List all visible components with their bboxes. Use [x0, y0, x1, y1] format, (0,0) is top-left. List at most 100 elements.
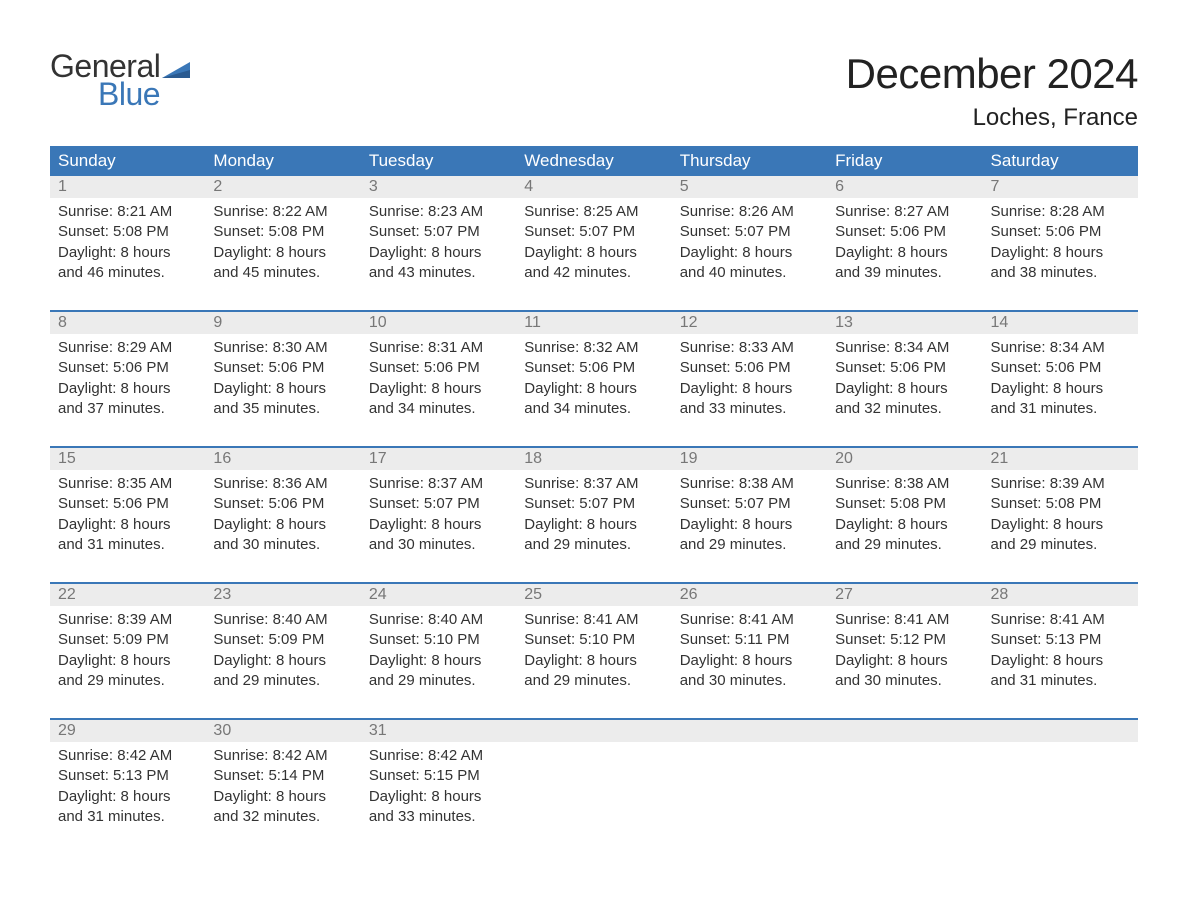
sunset-text: Sunset: 5:07 PM — [680, 222, 819, 242]
daylight-line1: Daylight: 8 hours — [680, 243, 819, 263]
sunrise-text: Sunrise: 8:37 AM — [369, 474, 508, 494]
daylight-line2: and 40 minutes. — [680, 263, 819, 283]
daylight-line1: Daylight: 8 hours — [369, 651, 508, 671]
cell-body — [827, 742, 982, 746]
sunset-text: Sunset: 5:11 PM — [680, 630, 819, 650]
daylight-line1: Daylight: 8 hours — [369, 379, 508, 399]
cell-body: Sunrise: 8:28 AMSunset: 5:06 PMDaylight:… — [983, 198, 1138, 283]
sunrise-text: Sunrise: 8:38 AM — [835, 474, 974, 494]
sunset-text: Sunset: 5:08 PM — [58, 222, 197, 242]
sunrise-text: Sunrise: 8:37 AM — [524, 474, 663, 494]
sunset-text: Sunset: 5:06 PM — [369, 358, 508, 378]
daylight-line2: and 34 minutes. — [369, 399, 508, 419]
sunrise-text: Sunrise: 8:38 AM — [680, 474, 819, 494]
daylight-line1: Daylight: 8 hours — [835, 379, 974, 399]
cell-body: Sunrise: 8:23 AMSunset: 5:07 PMDaylight:… — [361, 198, 516, 283]
day-number: 28 — [983, 584, 1138, 606]
sunset-text: Sunset: 5:10 PM — [524, 630, 663, 650]
daylight-line2: and 39 minutes. — [835, 263, 974, 283]
daynum-row: 293031 — [50, 720, 1138, 742]
daylight-line2: and 45 minutes. — [213, 263, 352, 283]
dayhead-wed: Wednesday — [516, 146, 671, 176]
daylight-line1: Daylight: 8 hours — [58, 379, 197, 399]
daylight-line1: Daylight: 8 hours — [213, 651, 352, 671]
calendar-cell: Sunrise: 8:34 AMSunset: 5:06 PMDaylight:… — [827, 334, 982, 446]
sunset-text: Sunset: 5:08 PM — [991, 494, 1130, 514]
sunrise-text: Sunrise: 8:25 AM — [524, 202, 663, 222]
daylight-line2: and 38 minutes. — [991, 263, 1130, 283]
cell-body: Sunrise: 8:22 AMSunset: 5:08 PMDaylight:… — [205, 198, 360, 283]
day-number: 2 — [205, 176, 360, 198]
cell-body: Sunrise: 8:40 AMSunset: 5:09 PMDaylight:… — [205, 606, 360, 691]
day-number: 19 — [672, 448, 827, 470]
cell-body: Sunrise: 8:34 AMSunset: 5:06 PMDaylight:… — [827, 334, 982, 419]
cell-body: Sunrise: 8:38 AMSunset: 5:07 PMDaylight:… — [672, 470, 827, 555]
calendar-cell: Sunrise: 8:42 AMSunset: 5:15 PMDaylight:… — [361, 742, 516, 842]
calendar-cell: Sunrise: 8:37 AMSunset: 5:07 PMDaylight:… — [516, 470, 671, 582]
daylight-line2: and 32 minutes. — [213, 807, 352, 827]
daylight-line2: and 31 minutes. — [58, 807, 197, 827]
sunrise-text: Sunrise: 8:34 AM — [835, 338, 974, 358]
daylight-line1: Daylight: 8 hours — [680, 515, 819, 535]
sunset-text: Sunset: 5:13 PM — [58, 766, 197, 786]
sunset-text: Sunset: 5:08 PM — [213, 222, 352, 242]
day-number — [983, 720, 1138, 742]
cell-body: Sunrise: 8:25 AMSunset: 5:07 PMDaylight:… — [516, 198, 671, 283]
calendar-cell: Sunrise: 8:42 AMSunset: 5:14 PMDaylight:… — [205, 742, 360, 842]
day-number: 12 — [672, 312, 827, 334]
calendar-cell: Sunrise: 8:34 AMSunset: 5:06 PMDaylight:… — [983, 334, 1138, 446]
daylight-line1: Daylight: 8 hours — [58, 651, 197, 671]
sunrise-text: Sunrise: 8:28 AM — [991, 202, 1130, 222]
daynum-row: 22232425262728 — [50, 584, 1138, 606]
daylight-line2: and 29 minutes. — [835, 535, 974, 555]
daylight-line2: and 35 minutes. — [213, 399, 352, 419]
day-number: 16 — [205, 448, 360, 470]
daylight-line2: and 30 minutes. — [680, 671, 819, 691]
daylight-line2: and 31 minutes. — [58, 535, 197, 555]
day-number: 24 — [361, 584, 516, 606]
daylight-line1: Daylight: 8 hours — [835, 515, 974, 535]
day-number: 10 — [361, 312, 516, 334]
week-body-row: Sunrise: 8:21 AMSunset: 5:08 PMDaylight:… — [50, 198, 1138, 310]
daylight-line1: Daylight: 8 hours — [213, 379, 352, 399]
calendar-cell: Sunrise: 8:28 AMSunset: 5:06 PMDaylight:… — [983, 198, 1138, 310]
cell-body: Sunrise: 8:29 AMSunset: 5:06 PMDaylight:… — [50, 334, 205, 419]
sunrise-text: Sunrise: 8:41 AM — [524, 610, 663, 630]
sunrise-text: Sunrise: 8:42 AM — [213, 746, 352, 766]
week-body-row: Sunrise: 8:35 AMSunset: 5:06 PMDaylight:… — [50, 470, 1138, 582]
daylight-line2: and 42 minutes. — [524, 263, 663, 283]
cell-body: Sunrise: 8:32 AMSunset: 5:06 PMDaylight:… — [516, 334, 671, 419]
calendar-cell: Sunrise: 8:41 AMSunset: 5:13 PMDaylight:… — [983, 606, 1138, 718]
calendar-cell: Sunrise: 8:41 AMSunset: 5:11 PMDaylight:… — [672, 606, 827, 718]
calendar-cell: Sunrise: 8:39 AMSunset: 5:09 PMDaylight:… — [50, 606, 205, 718]
sunrise-text: Sunrise: 8:23 AM — [369, 202, 508, 222]
day-number: 21 — [983, 448, 1138, 470]
daylight-line2: and 46 minutes. — [58, 263, 197, 283]
sunset-text: Sunset: 5:15 PM — [369, 766, 508, 786]
brand-word-2: Blue — [98, 78, 190, 110]
calendar-cell: Sunrise: 8:27 AMSunset: 5:06 PMDaylight:… — [827, 198, 982, 310]
day-number: 30 — [205, 720, 360, 742]
calendar-grid: Sunday Monday Tuesday Wednesday Thursday… — [50, 146, 1138, 842]
daylight-line2: and 29 minutes. — [524, 671, 663, 691]
calendar-cell — [983, 742, 1138, 842]
day-number: 17 — [361, 448, 516, 470]
cell-body: Sunrise: 8:34 AMSunset: 5:06 PMDaylight:… — [983, 334, 1138, 419]
calendar-cell: Sunrise: 8:32 AMSunset: 5:06 PMDaylight:… — [516, 334, 671, 446]
daylight-line1: Daylight: 8 hours — [213, 515, 352, 535]
sunset-text: Sunset: 5:06 PM — [991, 222, 1130, 242]
calendar-cell: Sunrise: 8:23 AMSunset: 5:07 PMDaylight:… — [361, 198, 516, 310]
daylight-line2: and 30 minutes. — [835, 671, 974, 691]
calendar-cell: Sunrise: 8:21 AMSunset: 5:08 PMDaylight:… — [50, 198, 205, 310]
calendar-cell: Sunrise: 8:37 AMSunset: 5:07 PMDaylight:… — [361, 470, 516, 582]
calendar-cell: Sunrise: 8:36 AMSunset: 5:06 PMDaylight:… — [205, 470, 360, 582]
cell-body: Sunrise: 8:30 AMSunset: 5:06 PMDaylight:… — [205, 334, 360, 419]
sunrise-text: Sunrise: 8:33 AM — [680, 338, 819, 358]
daylight-line1: Daylight: 8 hours — [991, 651, 1130, 671]
sunrise-text: Sunrise: 8:42 AM — [58, 746, 197, 766]
daylight-line2: and 34 minutes. — [524, 399, 663, 419]
cell-body: Sunrise: 8:26 AMSunset: 5:07 PMDaylight:… — [672, 198, 827, 283]
calendar-cell: Sunrise: 8:26 AMSunset: 5:07 PMDaylight:… — [672, 198, 827, 310]
week-row: 891011121314Sunrise: 8:29 AMSunset: 5:06… — [50, 310, 1138, 446]
sunset-text: Sunset: 5:06 PM — [835, 358, 974, 378]
